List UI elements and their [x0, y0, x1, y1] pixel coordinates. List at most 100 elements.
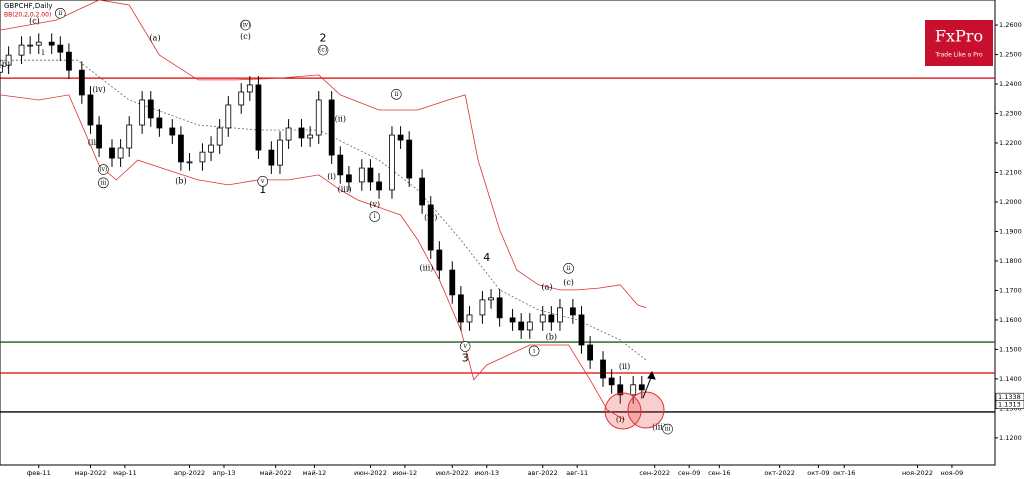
- wave-label: (iii): [419, 263, 433, 272]
- candle-body: [117, 147, 124, 159]
- candle-body: [457, 294, 464, 323]
- x-tick-label: апр-2022: [174, 469, 205, 477]
- tagline: Trade Like a Pro: [934, 52, 983, 59]
- annotation-circle: [98, 164, 109, 175]
- candle-body: [617, 384, 624, 396]
- annotation-circle: [240, 19, 251, 31]
- y-tick-label: 1.1900: [999, 227, 1022, 235]
- x-tick-label: мар-11: [113, 469, 137, 477]
- candle-body: [66, 51, 72, 71]
- candle-body: [178, 134, 184, 163]
- wave-label: (c): [29, 17, 40, 26]
- candle-body: [367, 167, 374, 183]
- y-tick-label: 1.2100: [999, 168, 1022, 176]
- x-tick-label: ноя-09: [941, 469, 964, 477]
- candle-body: [238, 91, 245, 106]
- x-tick-label: авг-11: [566, 469, 588, 477]
- wave-label: (c): [240, 32, 251, 41]
- annotation-circle: [390, 89, 402, 100]
- wave-label: (i): [616, 415, 625, 424]
- candle-body: [569, 307, 576, 316]
- candle-body: [307, 134, 314, 139]
- y-tick-label: 1.1200: [999, 434, 1022, 442]
- wave-label: iii: [665, 426, 671, 433]
- wave-label: (iv): [241, 22, 251, 29]
- y-tick-label: 1.1600: [999, 316, 1022, 324]
- brand: FxPro: [935, 27, 983, 46]
- y-tick-label: 1.1800: [999, 257, 1022, 265]
- x-tick-label: окт-09: [807, 469, 829, 477]
- wave-label: ii: [58, 10, 62, 17]
- candle-body: [449, 269, 456, 296]
- candle-body: [337, 154, 344, 176]
- wave-label: 4: [483, 251, 490, 264]
- bollinger-band: [0, 94, 625, 421]
- candle-body: [328, 99, 335, 156]
- x-tick-label: май-12: [303, 469, 327, 477]
- wave-label: (iv): [424, 213, 437, 222]
- annotation-circle: [459, 341, 471, 352]
- wave-label: (iii): [338, 185, 352, 194]
- candle-body: [277, 139, 283, 166]
- annotation-circle: [317, 44, 329, 56]
- candle-body: [139, 99, 146, 126]
- y-tick-label: 1.2200: [999, 139, 1022, 147]
- candle-body: [298, 127, 305, 139]
- candle-body: [268, 149, 275, 166]
- candle-body: [169, 127, 176, 136]
- candle-body: [126, 124, 133, 149]
- x-tick-label: сен-16: [708, 469, 730, 477]
- candle-body: [345, 174, 352, 183]
- candle-body: [199, 151, 206, 163]
- x-tick-label: мар-2022: [75, 469, 107, 477]
- wave-label: i: [533, 347, 535, 354]
- wave-label: v: [462, 343, 467, 350]
- annotation-circle: [528, 345, 540, 357]
- y-tick-label: 1.1500: [999, 345, 1022, 353]
- wave-label: (b): [0, 60, 10, 69]
- candle-body: [5, 54, 12, 66]
- bollinger-band: [0, 59, 647, 361]
- wave-label: (iii): [652, 423, 666, 432]
- wave-label: (ii): [335, 114, 346, 123]
- x-tick-label: авг-2022: [528, 469, 558, 477]
- wave-label: (a): [542, 282, 553, 291]
- candle-body: [225, 104, 232, 129]
- x-tick-label: окт-16: [833, 469, 855, 477]
- candle-body: [27, 44, 34, 47]
- candle-body: [578, 314, 585, 346]
- candle-body: [109, 147, 115, 159]
- candle-body: [557, 307, 563, 323]
- highlights: [604, 370, 665, 430]
- y-tick-label: 1.2600: [999, 21, 1022, 29]
- y-tick-label: 1.2000: [999, 198, 1022, 206]
- wave-label: i: [42, 48, 45, 57]
- candle-body: [600, 359, 606, 379]
- x-tick-label: июн-2022: [354, 469, 387, 477]
- wave-label: (c): [563, 278, 574, 287]
- wave-label: 2: [320, 31, 327, 44]
- candle-body: [156, 117, 163, 129]
- candle-body: [216, 127, 223, 146]
- wave-label: (v): [99, 166, 107, 173]
- candle-body: [630, 384, 637, 396]
- y-tick-label: 1.2300: [999, 110, 1022, 118]
- candle-body: [315, 99, 322, 136]
- logo-box: [925, 20, 993, 66]
- candle-body: [509, 317, 516, 323]
- x-tick-label: июл-2022: [436, 469, 469, 477]
- x-tick-label: июл-13: [474, 469, 498, 477]
- candle-body: [587, 344, 594, 361]
- annotation-circle: [369, 211, 381, 223]
- x-tick-label: ноя-2022: [902, 469, 933, 477]
- x-tick-label: май-2022: [260, 469, 292, 477]
- candle-body: [358, 167, 365, 183]
- candle-body: [638, 384, 645, 391]
- wave-label: ii: [394, 91, 398, 98]
- x-tick-label: сен-09: [678, 469, 700, 477]
- candle-body: [255, 84, 262, 151]
- price-tag-box: [995, 400, 1024, 409]
- annotation-circle: [98, 177, 109, 189]
- candle-body: [539, 314, 546, 323]
